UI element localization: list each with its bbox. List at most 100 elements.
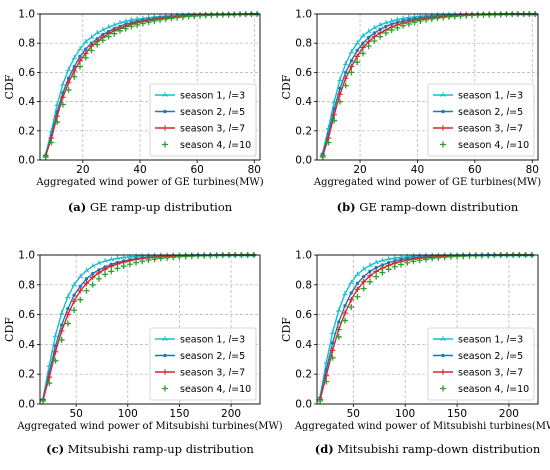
legend-label-val: =10 xyxy=(509,384,529,395)
data-point xyxy=(59,323,64,327)
legend-label: season 2, l=5 xyxy=(180,351,245,362)
data-point xyxy=(71,298,77,304)
legend-label-var: l xyxy=(229,351,232,362)
data-point xyxy=(88,34,95,40)
data-point xyxy=(434,15,441,22)
data-point xyxy=(101,32,105,37)
data-point xyxy=(60,81,66,86)
data-point xyxy=(451,13,458,20)
legend-label-var: l xyxy=(229,140,232,151)
data-point xyxy=(317,398,324,405)
data-point xyxy=(95,275,102,282)
data-point xyxy=(95,37,99,41)
data-point xyxy=(406,14,412,20)
data-point xyxy=(360,33,366,38)
legend-label: season 3, l=7 xyxy=(458,368,523,379)
data-point xyxy=(472,252,479,259)
data-point xyxy=(71,73,78,80)
legend-entry: season 4, l=10 xyxy=(162,384,251,395)
panel-caption: (d) Mitsubishi ramp-down distribution xyxy=(315,442,541,456)
data-point xyxy=(71,307,78,314)
data-point xyxy=(377,22,383,27)
y-tick-label: 0.6 xyxy=(295,309,312,321)
legend-entry: season 2, l=5 xyxy=(155,351,245,362)
legend-entry: season 3, l=7 xyxy=(433,368,523,379)
data-point xyxy=(329,354,336,361)
y-tick-label: 1.0 xyxy=(295,250,312,262)
data-point xyxy=(151,18,158,25)
panel-letter: (c) xyxy=(46,442,65,456)
legend-label: season 2, l=5 xyxy=(458,351,523,362)
data-point xyxy=(162,92,168,97)
legend-label-var: l xyxy=(507,107,510,118)
data-point xyxy=(99,37,106,44)
data-point xyxy=(163,353,167,358)
data-point xyxy=(108,268,115,275)
data-point xyxy=(349,59,354,63)
data-point xyxy=(77,46,83,51)
data-point xyxy=(335,326,342,333)
legend-label-main: season 4, xyxy=(458,140,507,151)
legend-label-var: l xyxy=(507,384,510,395)
data-point xyxy=(319,154,326,161)
y-tick-label: 0.4 xyxy=(18,96,35,108)
data-point xyxy=(65,86,72,93)
y-tick-label: 0.0 xyxy=(295,155,312,167)
data-point xyxy=(65,293,71,299)
data-point xyxy=(65,79,72,86)
x-axis-label: Aggregated wind power of GE turbines(MW) xyxy=(35,177,263,188)
panel-caption-text: Mitsubishi ramp-up distribution xyxy=(64,442,254,456)
legend-label-var: l xyxy=(229,107,232,118)
y-tick-label: 1.0 xyxy=(18,9,35,21)
data-point xyxy=(367,273,373,279)
data-point xyxy=(42,154,49,161)
data-point xyxy=(202,12,209,19)
data-point xyxy=(185,13,192,20)
x-tick-label: 50 xyxy=(347,408,360,420)
x-tick-label: 40 xyxy=(133,164,146,176)
data-point xyxy=(388,27,395,34)
data-point xyxy=(188,253,195,260)
legend-label: season 4, l=10 xyxy=(458,140,529,151)
data-point xyxy=(440,385,446,392)
legend-label-main: season 3, xyxy=(458,368,507,379)
data-point xyxy=(366,278,373,285)
data-point xyxy=(342,290,348,296)
data-point xyxy=(54,119,61,126)
data-point xyxy=(382,29,389,36)
data-point xyxy=(389,22,394,26)
data-point xyxy=(151,256,158,263)
data-point xyxy=(428,15,435,22)
data-point xyxy=(336,307,342,313)
data-point xyxy=(94,30,100,35)
y-tick-label: 0.4 xyxy=(295,339,312,351)
data-point xyxy=(117,19,123,25)
y-axis-label: CDF xyxy=(3,317,16,342)
y-tick-label: 0.6 xyxy=(18,67,35,79)
panel-caption-text: Mitsubishi ramp-down distribution xyxy=(333,442,541,456)
data-point xyxy=(54,113,60,119)
legend-label-val: =5 xyxy=(509,351,523,362)
legend-label-var: l xyxy=(507,124,510,135)
y-axis-label: CDF xyxy=(280,74,293,99)
data-point xyxy=(162,16,169,23)
legend-label-main: season 1, xyxy=(458,91,507,102)
data-point xyxy=(162,125,168,131)
x-tick-label: 60 xyxy=(468,164,481,176)
data-point xyxy=(331,111,338,118)
y-tick-label: 0.2 xyxy=(18,369,35,381)
data-point xyxy=(105,33,112,40)
data-point xyxy=(219,11,226,18)
legend-entry: season 4, l=10 xyxy=(162,140,251,151)
data-point xyxy=(66,306,70,311)
legend-label-main: season 2, xyxy=(458,351,507,362)
legend-label-var: l xyxy=(507,140,510,151)
y-tick-label: 1.0 xyxy=(18,250,35,262)
data-point xyxy=(342,60,349,66)
x-tick-label: 100 xyxy=(395,408,415,420)
data-point xyxy=(392,255,398,260)
legend-label-val: =5 xyxy=(509,107,523,118)
data-point xyxy=(349,291,353,295)
legend-entry: season 1, l=3 xyxy=(155,335,245,346)
data-point xyxy=(373,273,380,280)
